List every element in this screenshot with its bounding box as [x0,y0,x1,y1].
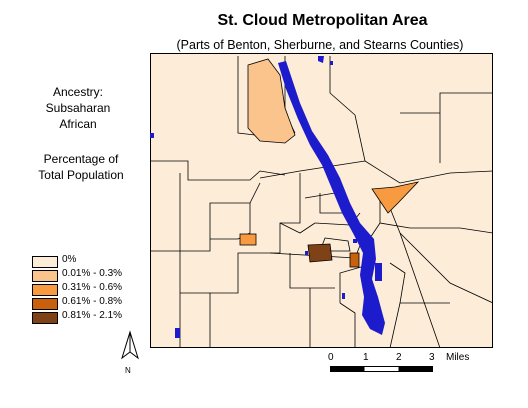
legend-item-2: 0.31% - 0.6% [32,282,162,297]
theme-line-2: Subsaharan [45,101,111,115]
map-frame [150,53,493,348]
legend-item-0: 0% [32,254,162,269]
measure-line-2: Total Population [38,168,124,182]
map-subtitle: (Parts of Benton, Sherburne, and Stearns… [176,38,464,52]
water-bodies [150,56,385,338]
scale-tick-2: 2 [396,352,402,363]
tract-0-01-to-0-3-north [247,58,296,144]
legend-label-0: 0% [62,254,77,265]
scale-unit: Miles [446,352,470,363]
tract-0-81-to-2-1 [307,243,333,263]
scale-tick-0: 0 [328,352,334,363]
tract-0-31-to-0-6-west [239,233,257,246]
map-title: St. Cloud Metropolitan Area [217,12,428,29]
theme-line-1: Ancestry: [52,85,103,99]
tract-0-31-to-0-6-east [371,181,420,214]
legend-item-4: 0.81% - 2.1% [32,310,162,325]
legend-swatch-2 [32,284,58,296]
base-tracts [150,53,493,348]
legend-item-3: 0.61% - 0.8% [32,296,162,311]
legend-label-1: 0.01% - 0.3% [62,268,123,279]
north-arrow-icon [121,330,139,360]
legend-label-2: 0.31% - 0.6% [62,282,123,293]
theme-label: Ancestry: Subsaharan African [28,84,128,132]
tract-0-61-to-0-8 [349,252,360,268]
legend-swatch-0 [32,256,58,268]
north-label: N [125,366,131,375]
legend-item-1: 0.01% - 0.3% [32,268,162,283]
legend-label-4: 0.81% - 2.1% [62,310,123,321]
legend-swatch-1 [32,270,58,282]
legend-swatch-4 [32,312,58,324]
scale-tick-3: 3 [429,352,435,363]
measure-label: Percentage of Total Population [26,151,136,183]
legend-label-3: 0.61% - 0.8% [62,296,123,307]
legend-swatch-3 [32,298,58,310]
theme-line-3: African [59,117,97,131]
measure-line-1: Percentage of [43,152,119,166]
scale-tick-1: 1 [363,352,369,363]
scale-bar [330,366,433,372]
